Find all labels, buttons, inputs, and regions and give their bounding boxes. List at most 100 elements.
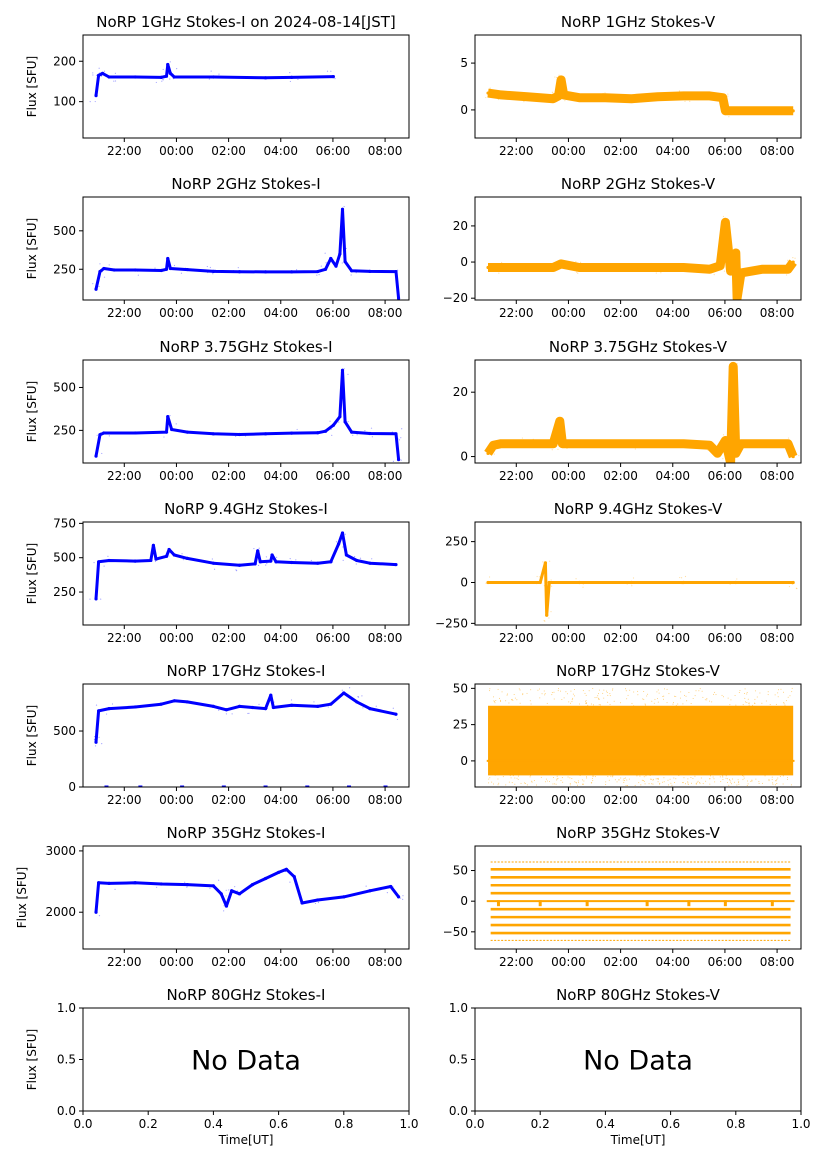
data-point xyxy=(734,580,738,585)
outlier-point xyxy=(186,886,188,888)
outlier-point xyxy=(98,736,100,738)
noise-point xyxy=(684,783,686,785)
outlier-point xyxy=(402,898,404,900)
noise-point xyxy=(494,702,496,704)
x-tick-label: 22:00 xyxy=(499,306,534,320)
noise-point xyxy=(671,784,673,786)
x-tick-label: 06:00 xyxy=(316,955,351,969)
x-tick-label: 06:00 xyxy=(316,793,351,807)
outlier-point xyxy=(342,210,344,212)
data-point xyxy=(237,432,242,437)
data-point xyxy=(151,543,156,547)
outlier-point xyxy=(182,558,184,561)
outlier-point xyxy=(114,80,117,82)
outlier-point xyxy=(343,368,345,370)
data-point xyxy=(394,712,398,716)
outlier-point xyxy=(112,882,114,885)
outlier-point xyxy=(364,430,366,432)
data-point xyxy=(167,547,171,552)
panel-5: NoRP 3.75GHz Stokes-I 250 500 22:00 00:00 02:… xyxy=(25,338,410,483)
data-point xyxy=(164,554,169,558)
data-point xyxy=(263,876,268,881)
data-point xyxy=(250,705,255,710)
x-tick-label: 06:00 xyxy=(708,631,743,645)
baseline-mark xyxy=(104,785,109,787)
noise-point xyxy=(728,784,730,786)
data-point xyxy=(94,93,98,98)
noise-point xyxy=(613,700,615,702)
outlier-point xyxy=(93,735,96,738)
noise-point xyxy=(711,701,713,703)
noise-point xyxy=(609,695,611,697)
outlier-point xyxy=(498,272,500,274)
x-tick-label: 04:00 xyxy=(655,306,690,320)
gap-mark xyxy=(687,900,691,907)
noise-point xyxy=(678,774,680,776)
x-tick-label: 02:00 xyxy=(603,631,638,645)
noise-point xyxy=(597,695,599,697)
outlier-point xyxy=(168,72,170,74)
data-point xyxy=(168,71,172,75)
outlier-point xyxy=(165,72,168,74)
x-tick-label: 22:00 xyxy=(499,955,534,969)
outlier-point xyxy=(727,95,729,97)
noise-point xyxy=(690,777,692,779)
outlier-point xyxy=(392,886,394,888)
data-point xyxy=(708,443,712,447)
data-point xyxy=(102,266,106,271)
outlier-point xyxy=(489,263,491,265)
noise-point xyxy=(771,782,773,784)
noise-point xyxy=(727,697,729,699)
noise-point xyxy=(606,692,608,694)
noise-point xyxy=(572,697,574,699)
noise-point xyxy=(746,785,748,787)
outlier-point xyxy=(725,108,727,111)
x-tick-label: 04:00 xyxy=(655,793,690,807)
outlier-point xyxy=(320,265,322,267)
outlier-point xyxy=(173,264,176,267)
data-point xyxy=(237,270,242,274)
noise-point xyxy=(583,780,585,782)
outlier-point xyxy=(218,709,220,711)
outlier-point xyxy=(342,546,344,548)
x-tick-label: 04:00 xyxy=(655,631,690,645)
noise-point xyxy=(764,775,766,777)
noise-point xyxy=(516,699,518,701)
noise-point xyxy=(646,695,648,697)
noise-point xyxy=(498,697,500,699)
x-tick-label: 00:00 xyxy=(551,144,586,158)
data-point xyxy=(723,438,727,443)
outlier-point xyxy=(523,101,525,103)
data-point xyxy=(164,74,169,78)
noise-point xyxy=(783,701,785,703)
outlier-point xyxy=(344,533,346,535)
x-tick-label: 08:00 xyxy=(760,631,795,645)
outlier-point xyxy=(348,687,351,689)
noise-point xyxy=(505,700,507,702)
outlier-point xyxy=(708,446,711,448)
outlier-point xyxy=(211,558,213,560)
outlier-point xyxy=(556,76,558,79)
noise-point xyxy=(552,783,554,785)
outlier-point xyxy=(602,92,604,95)
noise-point xyxy=(577,780,579,782)
data-point xyxy=(329,560,333,564)
noise-point xyxy=(558,688,560,690)
noise-point xyxy=(725,775,727,777)
outlier-point xyxy=(192,702,194,705)
outlier-point xyxy=(359,557,362,559)
noise-point xyxy=(529,700,531,702)
outlier-point xyxy=(259,270,261,273)
gap-mark xyxy=(585,900,589,907)
noise-point xyxy=(602,692,604,694)
outlier-point xyxy=(225,895,227,897)
outlier-point xyxy=(324,252,326,254)
data-point xyxy=(791,580,795,585)
noise-point xyxy=(700,777,702,779)
outlier-point xyxy=(565,446,568,449)
noise-point xyxy=(557,777,559,779)
outlier-point xyxy=(263,708,266,710)
outlier-point xyxy=(392,707,394,709)
data-point xyxy=(350,430,354,434)
data-point xyxy=(316,561,320,565)
